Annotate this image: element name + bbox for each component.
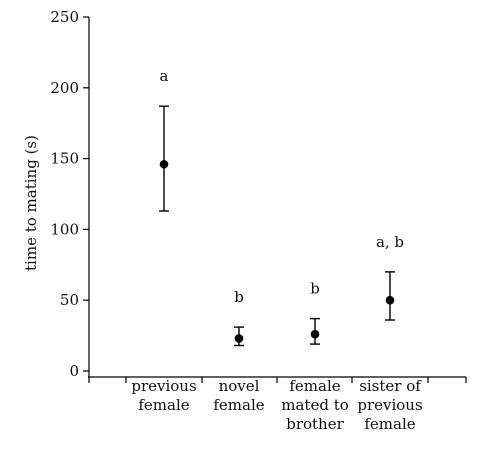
data-point — [310, 329, 320, 339]
y-tick-label: 250 — [50, 8, 79, 26]
significance-label: b — [310, 280, 320, 298]
axes — [88, 17, 466, 378]
y-tick-label: 150 — [50, 150, 79, 168]
x-category-label-line: female — [289, 377, 340, 395]
x-category-label-line: mated to — [281, 396, 349, 414]
data-marks: a b b a, b — [159, 67, 404, 347]
x-category-label: sister of previous female — [357, 377, 422, 433]
x-category-label: novel female — [213, 377, 264, 414]
x-category-label-line: previous — [357, 396, 422, 414]
data-point — [234, 334, 244, 343]
x-category-label: previous female — [131, 377, 196, 414]
y-tick-label: 200 — [50, 79, 79, 97]
data-point — [159, 159, 169, 169]
y-tick-label: 50 — [60, 291, 79, 309]
x-category-label: female mated to brother — [281, 377, 349, 433]
significance-label: a — [160, 67, 169, 85]
x-category-label-line: novel — [219, 377, 260, 395]
x-category-label-line: brother — [286, 415, 344, 433]
x-category-label-line: female — [213, 396, 264, 414]
x-category-label-line: female — [364, 415, 415, 433]
y-tick-label: 100 — [50, 220, 79, 238]
y-axis-title: time to mating (s) — [22, 135, 40, 271]
significance-label: a, b — [376, 233, 404, 251]
x-category-label-line: sister of — [359, 377, 422, 395]
significance-label: b — [234, 288, 244, 306]
x-category-label-line: previous — [131, 377, 196, 395]
y-tick-label: 0 — [69, 362, 79, 380]
y-axis-ticks: 0 50 100 150 200 250 — [50, 8, 89, 380]
data-point — [385, 295, 395, 305]
x-category-label-line: female — [138, 396, 189, 414]
